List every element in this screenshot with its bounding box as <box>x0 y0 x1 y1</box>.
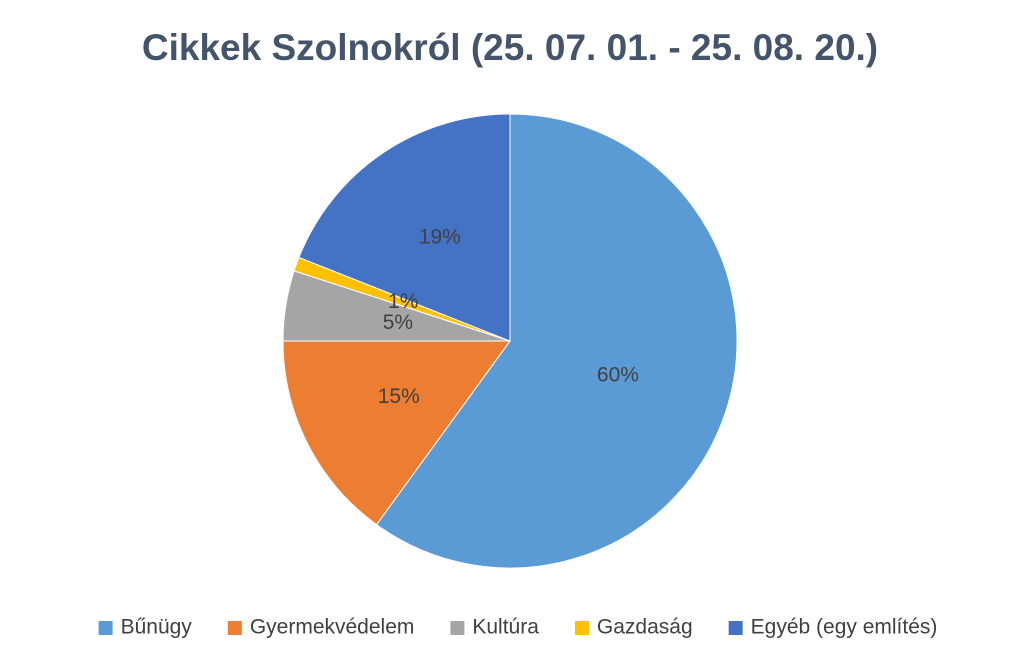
legend-label: Bűnügy <box>121 616 193 639</box>
pie-slice <box>298 113 511 342</box>
legend-swatch <box>227 621 242 635</box>
pie-slice <box>375 113 738 569</box>
legend-label: Gyermekvédelem <box>250 616 415 639</box>
value-label: 19% <box>419 225 461 248</box>
legend-label: Kultúra <box>472 616 539 639</box>
legend-label: Gazdaság <box>597 616 693 639</box>
value-label: 5% <box>383 311 413 334</box>
pie-slice <box>282 340 511 526</box>
value-label: 60% <box>597 364 639 387</box>
legend-swatch <box>574 621 589 635</box>
legend-swatch <box>728 621 743 635</box>
legend-swatch <box>450 621 465 635</box>
value-label: 15% <box>378 385 420 408</box>
value-label: 1% <box>388 290 418 313</box>
legend-swatch <box>98 621 113 635</box>
legend-label: Egyéb (egy említés) <box>751 616 938 639</box>
chart-title: Cikkek Szolnokról (25. 07. 01. - 25. 08.… <box>142 27 878 68</box>
